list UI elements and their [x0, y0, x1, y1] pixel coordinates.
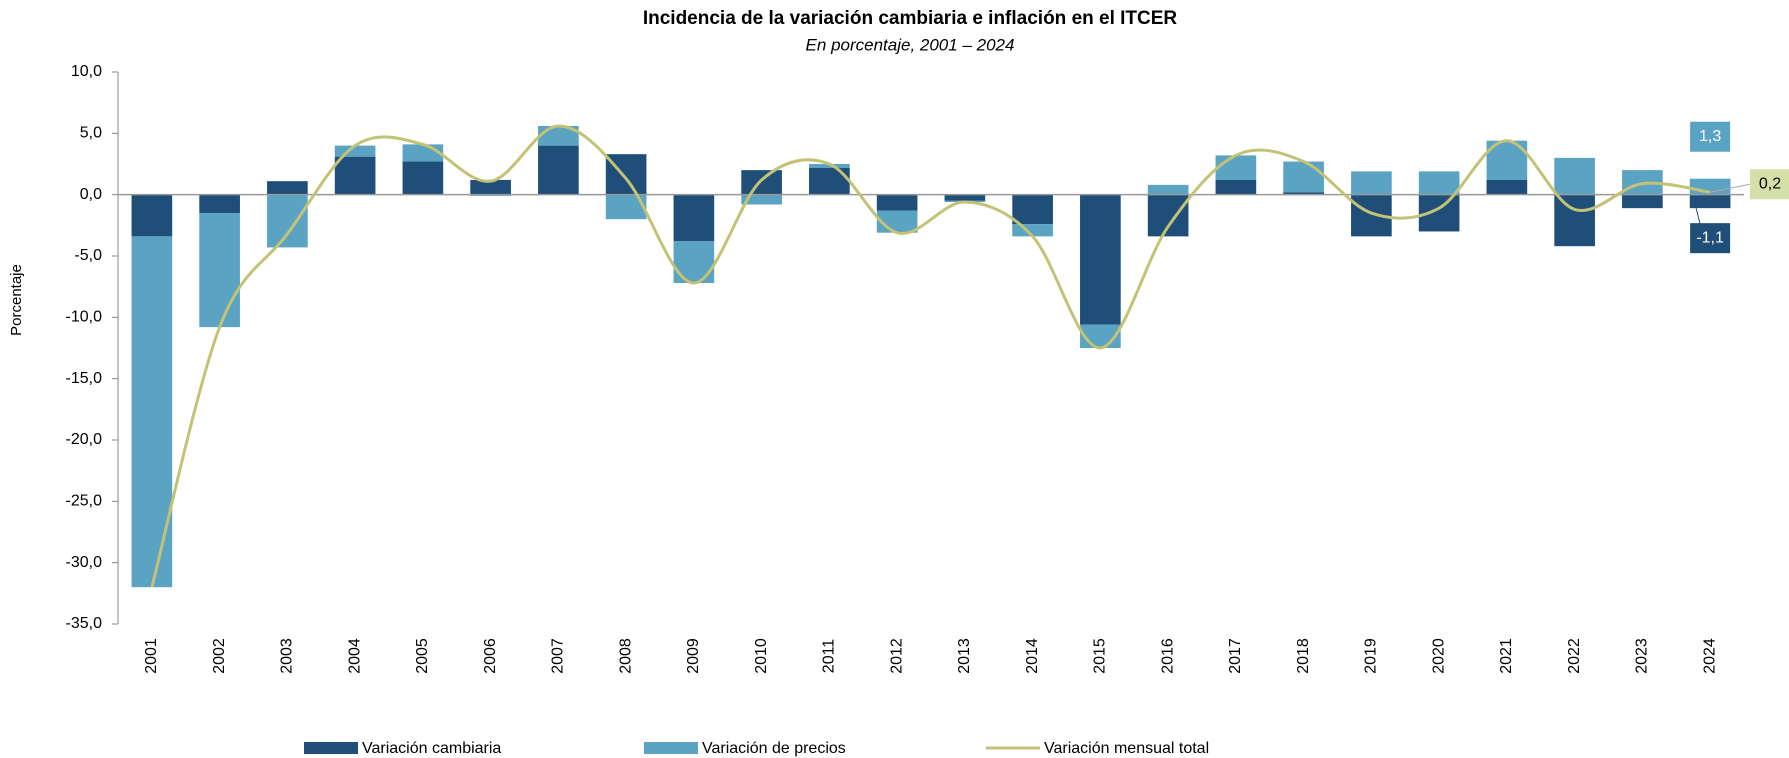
label-box [1690, 121, 1731, 152]
label-box [1750, 169, 1789, 200]
x-tick-label: 2010 [753, 638, 770, 674]
bar [809, 167, 850, 195]
bar [199, 213, 240, 328]
bar [1689, 178, 1731, 195]
bar [1080, 194, 1121, 325]
x-tick-label: 2008 [617, 638, 634, 674]
x-tick-label: 2006 [482, 638, 499, 674]
y-tick-label: -20,0 [66, 431, 103, 448]
x-tick-label: 2015 [1092, 638, 1109, 674]
x-tick-label: 2018 [1295, 638, 1312, 674]
x-tick-label: 2014 [1024, 638, 1041, 674]
x-tick-label: 2017 [1227, 638, 1244, 674]
legend-swatch [304, 742, 358, 754]
chart-subtitle: En porcentaje, 2001 – 2024 [806, 35, 1015, 54]
bar [741, 194, 782, 205]
bar [1418, 171, 1460, 195]
bar [1215, 155, 1257, 180]
y-axis-label: Porcentaje [8, 264, 25, 336]
bar [944, 194, 986, 201]
bar [673, 241, 715, 283]
legend-swatch [644, 742, 698, 754]
bar [538, 145, 579, 195]
line [150, 124, 1711, 588]
bar [334, 156, 376, 195]
legend-label: Variación cambiaria [362, 740, 501, 757]
bar [1689, 194, 1731, 209]
label-leader [1710, 183, 1751, 193]
y-tick-label: -15,0 [66, 370, 103, 387]
bar [605, 154, 647, 195]
y-tick-label: -30,0 [66, 554, 103, 571]
x-tick-label: 2016 [1159, 638, 1176, 674]
x-tick-label: 2002 [211, 638, 228, 674]
x-tick-label: 2024 [1701, 638, 1718, 674]
bar [1147, 184, 1189, 195]
bar [131, 236, 173, 588]
bar [402, 161, 444, 195]
y-tick-label: 10,0 [71, 63, 102, 80]
x-tick-label: 2009 [685, 638, 702, 674]
bar [1215, 179, 1257, 195]
x-tick-label: 2023 [1634, 638, 1651, 674]
y-tick-label: -25,0 [66, 493, 103, 510]
y-tick-label: -35,0 [66, 615, 103, 632]
bar [131, 194, 173, 237]
bar [267, 181, 308, 195]
x-tick-label: 2012 [888, 638, 905, 674]
data-label: -1,1 [1696, 229, 1724, 246]
bar [1147, 194, 1189, 237]
y-tick-label: -5,0 [74, 247, 102, 264]
bar [1622, 194, 1663, 209]
label-box [1690, 223, 1731, 254]
bar [334, 145, 376, 157]
x-tick-label: 2019 [1363, 638, 1380, 674]
x-tick-label: 2004 [346, 638, 363, 674]
y-tick-label: 5,0 [80, 125, 102, 142]
bar [741, 170, 782, 195]
bar [1554, 194, 1595, 247]
y-tick-label: -10,0 [66, 309, 103, 326]
bar [199, 194, 240, 214]
legend-label: Variación mensual total [1044, 740, 1209, 757]
bar [1554, 157, 1595, 195]
x-tick-label: 2005 [414, 638, 431, 674]
bar [1283, 161, 1324, 193]
label-leader [1695, 208, 1701, 225]
x-tick-label: 2013 [956, 638, 973, 674]
data-label: 1,3 [1699, 128, 1721, 145]
bar [1283, 192, 1324, 195]
bar [470, 179, 511, 195]
x-tick-label: 2021 [1498, 638, 1515, 674]
x-tick-label: 2001 [143, 638, 160, 674]
bar [809, 164, 850, 168]
bar [1012, 194, 1053, 225]
y-tick-label: 0,0 [80, 186, 102, 203]
legend-label: Variación de precios [702, 740, 846, 757]
x-tick-label: 2011 [821, 639, 838, 674]
bar [1486, 179, 1528, 195]
x-tick-label: 2020 [1430, 638, 1447, 674]
x-tick-label: 2022 [1566, 638, 1583, 674]
chart-title: Incidencia de la variación cambiaria e i… [643, 8, 1178, 29]
bar [876, 194, 918, 211]
x-tick-label: 2007 [550, 638, 567, 674]
bar [267, 194, 308, 248]
data-label: 0,2 [1759, 175, 1781, 192]
bar [1351, 171, 1392, 195]
x-tick-label: 2003 [279, 638, 296, 674]
bar [673, 194, 715, 242]
